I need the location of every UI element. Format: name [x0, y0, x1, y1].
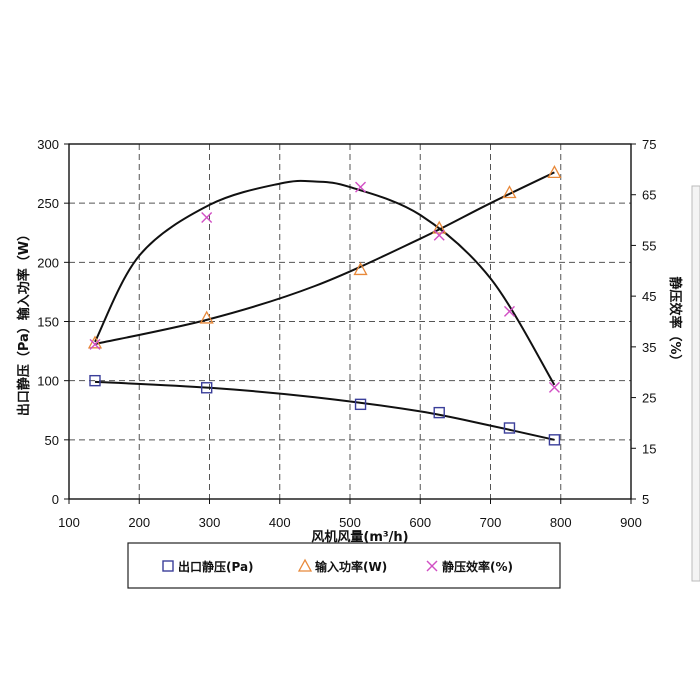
- triangle-marker: [199, 310, 214, 324]
- square-marker: [503, 422, 516, 434]
- marker-series-1: [89, 374, 561, 446]
- left-y-tick-label: 50: [45, 433, 59, 448]
- square-marker: [354, 398, 367, 411]
- right-edge-fragment: [691, 185, 700, 582]
- x-marker-stroke: [201, 212, 213, 224]
- right-y-tick-label: 75: [642, 137, 656, 152]
- x-tick-label: 200: [128, 515, 150, 530]
- x-tick-label: 500: [339, 515, 361, 530]
- marker-series-3: [89, 181, 560, 393]
- legend-label: 出口静压(Pa): [178, 559, 254, 574]
- left-y-tick-label: 0: [52, 492, 59, 507]
- trend-line-series-2: [94, 171, 555, 345]
- x-tick-label: 400: [269, 515, 291, 530]
- x-marker: [355, 181, 367, 193]
- right-y-tick-label: 15: [642, 441, 656, 456]
- triangle-marker: [353, 262, 368, 276]
- triangle-marker: [547, 165, 562, 179]
- x-axis-title: 风机风量(m³/h): [311, 529, 408, 545]
- right-y-tick-label: 35: [642, 340, 656, 355]
- x-marker-stroke: [426, 560, 438, 572]
- right-y-tick-label: 65: [642, 188, 656, 203]
- square-marker: [548, 434, 561, 446]
- legend-label: 静压效率(%): [442, 559, 513, 574]
- x-marker: [548, 381, 560, 393]
- data-markers: [87, 165, 562, 446]
- x-marker-stroke: [433, 229, 445, 241]
- right-y-tick-label: 25: [642, 391, 656, 406]
- right-y-tick-label: 55: [642, 238, 656, 253]
- x-tick-label: 600: [409, 515, 431, 530]
- x-tick-label: 800: [550, 515, 572, 530]
- left-y-tick-label: 100: [37, 374, 59, 389]
- x-tick-label: 700: [480, 515, 502, 530]
- square-marker: [200, 382, 213, 394]
- left-y-tick-label: 300: [37, 137, 59, 152]
- square-marker: [433, 406, 445, 419]
- x-tick-labels: 100 200 300 400 500 600 700 800 900: [58, 515, 642, 530]
- triangle-marker: [432, 220, 447, 234]
- x-marker: [201, 212, 213, 224]
- x-marker-stroke: [89, 338, 101, 350]
- legend-label: 输入功率(W): [315, 559, 387, 574]
- grid-lines: [69, 144, 631, 499]
- axes: [64, 143, 636, 504]
- trend-lines: [94, 171, 556, 441]
- x-marker-stroke: [548, 381, 560, 393]
- trend-line-series-1: [94, 380, 555, 441]
- left-y-tick-labels: 0 50 100 150 200 250 300: [37, 137, 59, 507]
- right-y-axis-title: 静压效率（%）: [667, 276, 683, 367]
- left-y-axis-title: 出口静压（Pa）输入功率（W）: [16, 228, 32, 416]
- x-marker: [433, 229, 445, 241]
- left-y-tick-label: 250: [37, 196, 59, 211]
- square-marker: [89, 374, 101, 387]
- right-y-tick-label: 5: [642, 492, 649, 507]
- triangle-marker: [502, 185, 517, 199]
- legend-box: [127, 542, 561, 589]
- x-tick-label: 100: [58, 515, 80, 530]
- legend-item-1: 出口静压(Pa): [162, 559, 254, 574]
- triangle-marker: [297, 558, 313, 572]
- legend: 出口静压(Pa) 输入功率(W) 静压效率(%): [127, 542, 561, 589]
- x-marker-stroke: [355, 181, 367, 193]
- legend-item-3: 静压效率(%): [426, 559, 513, 574]
- legend-item-2: 输入功率(W): [297, 558, 387, 574]
- square-marker: [162, 560, 174, 572]
- x-marker: [426, 560, 438, 572]
- right-y-tick-labels: 5 15 25 35 45 55 65 75: [642, 137, 656, 507]
- trend-line-series-3: [94, 179, 556, 386]
- x-marker: [89, 338, 101, 350]
- x-marker: [503, 305, 515, 317]
- right-y-tick-label: 45: [642, 289, 656, 304]
- x-tick-label: 300: [199, 515, 221, 530]
- x-tick-label: 900: [620, 515, 642, 530]
- left-y-tick-label: 150: [37, 315, 59, 330]
- left-y-tick-label: 200: [37, 255, 59, 270]
- x-marker-stroke: [503, 305, 515, 317]
